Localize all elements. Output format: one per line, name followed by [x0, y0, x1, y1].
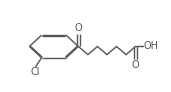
- Text: O: O: [132, 60, 139, 70]
- Text: O: O: [75, 23, 82, 33]
- Text: OH: OH: [144, 41, 159, 51]
- Text: Cl: Cl: [31, 67, 41, 77]
